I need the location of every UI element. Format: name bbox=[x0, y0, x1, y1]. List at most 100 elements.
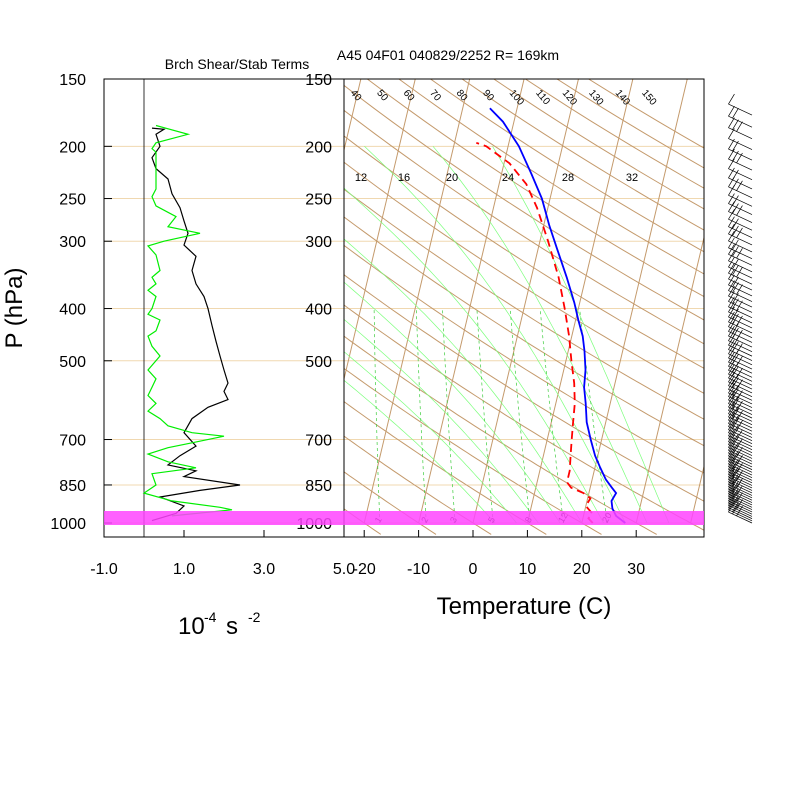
wind-barb bbox=[728, 158, 753, 180]
wind-barb-feather bbox=[728, 347, 735, 359]
isotherm-line bbox=[635, 235, 704, 524]
wind-barb-staff bbox=[728, 148, 753, 161]
dry-adiabat-line bbox=[0, 27, 271, 535]
wind-barb bbox=[728, 406, 753, 429]
wind-barb bbox=[728, 471, 753, 494]
wind-barb-staff bbox=[728, 103, 753, 116]
wind-barb-feather bbox=[732, 501, 739, 513]
wind-barb-feather bbox=[736, 368, 743, 379]
wind-barb-feather bbox=[728, 481, 735, 492]
wind-barb-feather bbox=[732, 150, 739, 162]
wind-barb-feather bbox=[732, 468, 739, 480]
wind-barb-staff bbox=[728, 326, 753, 339]
wind-barb-feather bbox=[732, 218, 739, 229]
wind-barb-feather bbox=[728, 262, 735, 274]
y-tick-label: 150 bbox=[59, 72, 86, 89]
wind-barb bbox=[728, 497, 753, 519]
right-panel-title: A45 04F01 040829/2252 R= 169km bbox=[337, 47, 559, 63]
wind-barb-feather bbox=[728, 158, 735, 169]
dewpoint-profile-line bbox=[476, 141, 594, 524]
wind-barb-feather bbox=[732, 497, 739, 508]
dry-adiabat-line bbox=[429, 79, 704, 253]
dry-adiabat-label: 90 bbox=[480, 88, 496, 104]
wind-barb-feather bbox=[728, 386, 735, 397]
wind-barb-feather bbox=[728, 280, 735, 291]
dry-adiabat-line bbox=[344, 188, 704, 420]
wind-barb-feather bbox=[736, 121, 743, 132]
dry-adiabat-line bbox=[344, 109, 704, 345]
wind-barb-feather bbox=[728, 316, 735, 327]
dry-adiabat-label: 100 bbox=[507, 88, 526, 108]
wind-barb-feather bbox=[728, 440, 735, 451]
wind-barb-feather bbox=[732, 473, 739, 485]
isotherm-line bbox=[745, 27, 800, 523]
wind-barb-feather bbox=[728, 301, 735, 313]
wind-barb-feather bbox=[736, 266, 743, 278]
wind-barb bbox=[728, 291, 753, 313]
wind-barb-feather bbox=[728, 128, 735, 139]
wind-barb-feather bbox=[728, 321, 735, 332]
wind-barb-feather bbox=[728, 413, 735, 424]
dry-adiabat-line bbox=[344, 216, 704, 447]
wind-barb-feather bbox=[728, 356, 735, 367]
x-tick-label: 3.0 bbox=[253, 561, 275, 578]
temperature-profile-line bbox=[489, 107, 626, 524]
skewt-plot-area bbox=[0, 27, 800, 535]
wind-barb-feather bbox=[736, 505, 743, 517]
wind-barb bbox=[728, 459, 753, 481]
wind-barb-staff bbox=[728, 419, 753, 432]
moist-adiabat-line bbox=[344, 379, 496, 524]
dry-adiabat-label: 50 bbox=[374, 88, 390, 104]
wind-barb bbox=[728, 389, 753, 412]
wind-barb-feather bbox=[728, 448, 735, 459]
left-panel-title: Brch Shear/Stab Terms bbox=[165, 56, 309, 72]
wind-barb-column bbox=[728, 93, 753, 524]
isotherm-line bbox=[344, 79, 362, 153]
wind-barb-feather bbox=[728, 451, 735, 462]
wind-barb-staff bbox=[728, 295, 753, 308]
wind-barb-staff bbox=[728, 505, 753, 517]
wind-barb bbox=[728, 244, 753, 266]
wind-barb bbox=[728, 268, 753, 291]
x-axis-label-temperature: Temperature (C) bbox=[437, 593, 612, 620]
dry-adiabat-line bbox=[344, 401, 547, 535]
wind-barb-feather bbox=[736, 379, 743, 390]
wind-barb-feather bbox=[728, 419, 735, 430]
mixing-ratio-line bbox=[539, 308, 564, 524]
wind-barb-feather bbox=[728, 499, 735, 511]
wind-barb-feather bbox=[732, 313, 739, 325]
wind-barb-staff bbox=[728, 316, 753, 329]
wind-barb-feather bbox=[728, 176, 735, 187]
wind-barb-feather bbox=[728, 497, 735, 508]
wind-barb-feather bbox=[736, 485, 743, 496]
wind-barb-feather bbox=[736, 499, 743, 510]
wind-barb bbox=[728, 280, 753, 302]
isotherm-line bbox=[201, 27, 319, 523]
wind-barb bbox=[728, 105, 753, 128]
wind-barb-feather bbox=[728, 201, 735, 212]
dry-adiabat-line bbox=[344, 135, 704, 369]
wind-barb-feather bbox=[728, 193, 735, 204]
wind-barb bbox=[728, 382, 753, 405]
skewt-plot-frame bbox=[343, 78, 705, 538]
dry-adiabat-line bbox=[344, 161, 704, 394]
wind-barb-feather bbox=[728, 456, 735, 467]
wind-barb-feather bbox=[728, 339, 735, 350]
wind-barb-feather bbox=[728, 442, 735, 454]
wind-barb bbox=[728, 403, 753, 426]
wind-barb bbox=[728, 256, 753, 279]
wind-barb-feather bbox=[728, 483, 735, 495]
wind-barb-feather bbox=[728, 474, 735, 485]
wind-barb bbox=[728, 400, 753, 422]
wind-barb-feather bbox=[728, 375, 735, 386]
dry-adiabat-label: 150 bbox=[639, 88, 658, 108]
wind-barb bbox=[728, 306, 753, 329]
dry-adiabat-line bbox=[344, 304, 704, 531]
x-axis-label-units: 10 -4 s -2 bbox=[178, 609, 261, 640]
x-tick-label: 10 bbox=[519, 561, 537, 578]
wind-barb-feather bbox=[728, 389, 735, 401]
dry-adiabat-line bbox=[344, 435, 492, 535]
wind-barb bbox=[728, 419, 753, 441]
wind-barb-feather bbox=[732, 366, 739, 377]
wind-barb-feather bbox=[728, 117, 735, 128]
